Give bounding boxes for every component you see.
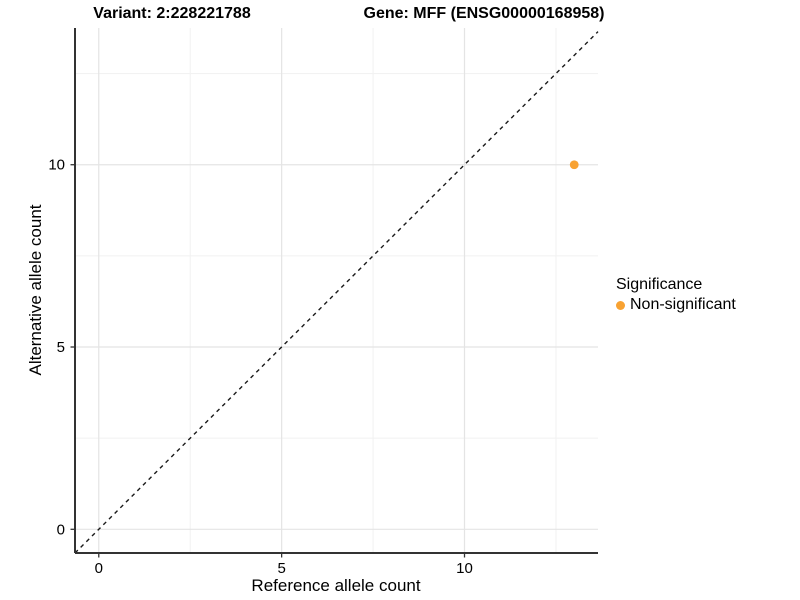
- legend-point-icon: [616, 300, 625, 310]
- y-tick-label: 5: [57, 339, 65, 356]
- x-axis-title: Reference allele count: [251, 576, 421, 595]
- y-tick-label: 10: [48, 157, 65, 174]
- legend: Significance Non-significant: [616, 276, 736, 314]
- x-tick-label: 5: [277, 560, 285, 577]
- gene-title: Gene: MFF (ENSG00000168958): [363, 5, 605, 22]
- legend-title: Significance: [616, 276, 703, 293]
- identity-line: [74, 31, 599, 554]
- legend-item-non-significant: Non-significant: [616, 296, 736, 314]
- x-tick-label: 0: [95, 560, 103, 577]
- x-tick-label: 10: [456, 560, 473, 577]
- variant-title: Variant: 2:228221788: [93, 5, 251, 22]
- y-axis-title: Alternative allele count: [26, 204, 45, 376]
- data-point: [569, 160, 579, 170]
- y-tick-label: 0: [57, 521, 65, 538]
- legend-item-label: Non-significant: [630, 296, 736, 313]
